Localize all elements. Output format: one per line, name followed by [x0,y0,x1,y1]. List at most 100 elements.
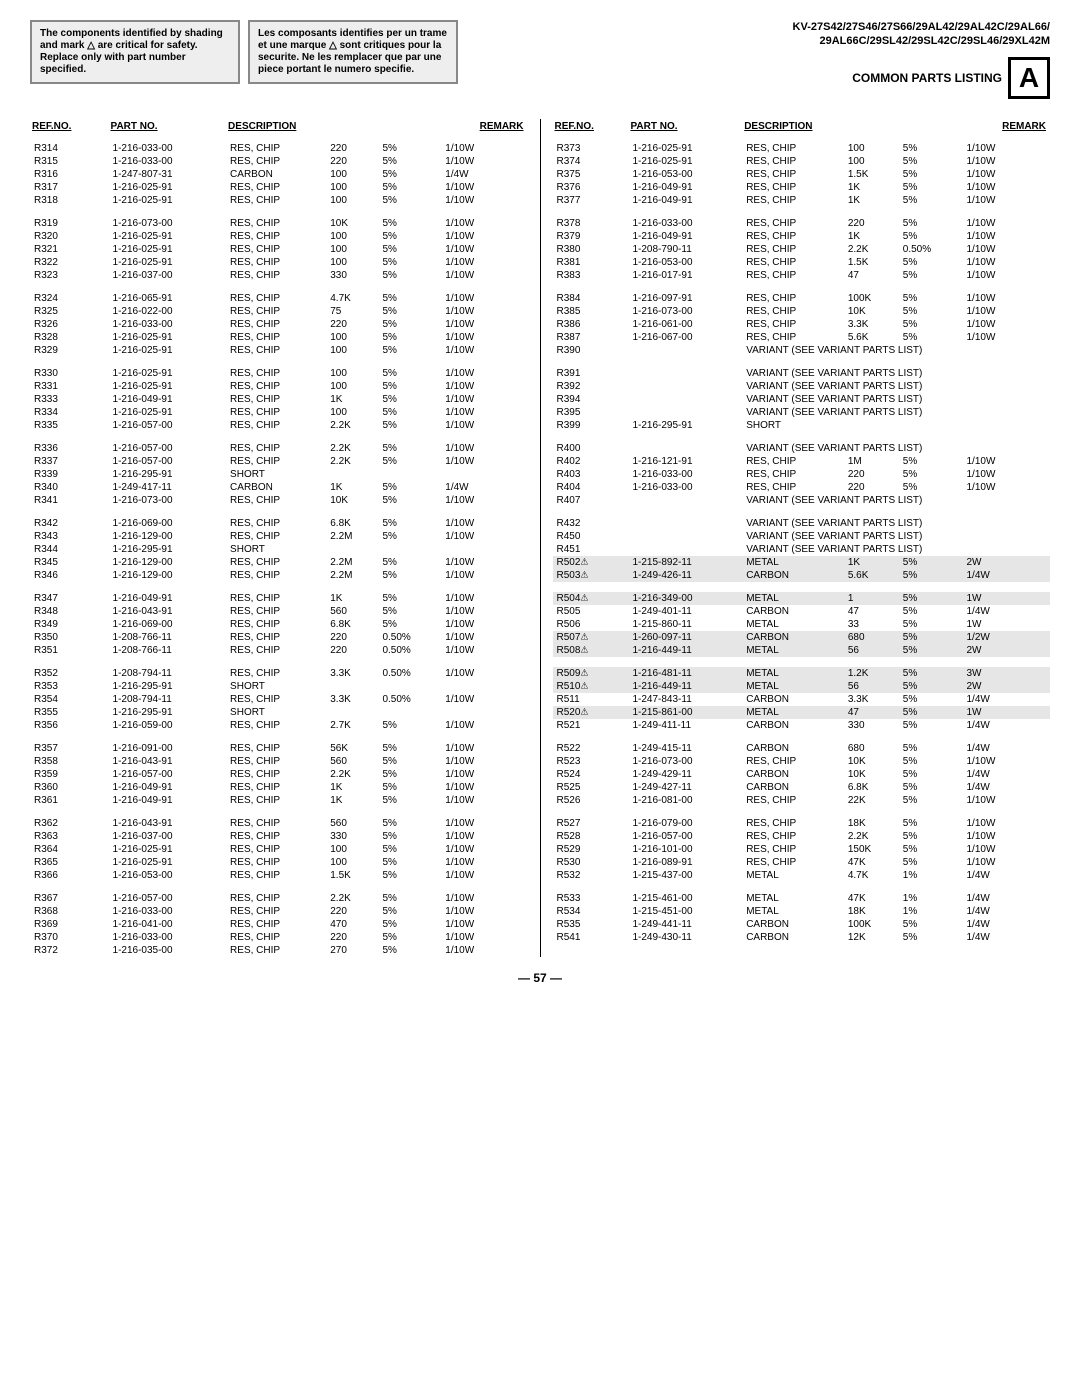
table-row: R3691-216-041-00RES, CHIP4705%1/10W [30,918,528,931]
cell-tol: 5% [899,168,963,181]
table-row [30,207,528,217]
table-row: R3541-208-794-11RES, CHIP3.3K0.50%1/10W [30,693,528,706]
cell-desc: RES, CHIP [226,693,326,706]
table-row: R395VARIANT (SEE VARIANT PARTS LIST) [553,406,1051,419]
table-row: R3361-216-057-00RES, CHIP2.2K5%1/10W [30,442,528,455]
table-row: R5111-247-843-11CARBON3.3K5%1/4W [553,693,1051,706]
th-remark: REMARK [441,119,527,142]
cell-watt: 1/10W [963,269,1051,282]
th-refno: REF.NO. [553,119,629,142]
table-row [30,657,528,667]
section-letter: A [1008,57,1050,99]
table-row: R3501-208-766-11RES, CHIP2200.50%1/10W [30,631,528,644]
cell-refno: R342 [30,517,109,530]
cell-watt: 1/10W [441,380,527,393]
cell-value: 4.7K [326,292,378,305]
cell-value: 47 [844,706,899,719]
table-row: R407VARIANT (SEE VARIANT PARTS LIST) [553,494,1051,507]
cell-desc: CARBON [226,481,326,494]
cell-refno: R381 [553,256,629,269]
cell-partno: 1-216-025-91 [109,256,227,269]
cell-partno: 1-216-089-91 [628,856,742,869]
cell-value: 680 [844,742,899,755]
cell-watt: 1/4W [963,569,1051,582]
cell-partno [628,442,742,455]
cell-tol: 5% [899,331,963,344]
cell-refno: R315 [30,155,109,168]
table-row: R3301-216-025-91RES, CHIP1005%1/10W [30,367,528,380]
table-row: R3761-216-049-91RES, CHIP1K5%1/10W [553,181,1051,194]
cell-partno: 1-216-295-91 [109,468,227,481]
cell-refno: R394 [553,393,629,406]
cell-value: 100 [326,856,378,869]
table-row: R3491-216-069-00RES, CHIP6.8K5%1/10W [30,618,528,631]
cell-tol: 5% [378,830,441,843]
cell-watt: 1/10W [441,667,527,680]
table-row: R3991-216-295-91SHORT [553,419,1051,432]
cell-value: 220 [326,931,378,944]
table-row: R394VARIANT (SEE VARIANT PARTS LIST) [553,393,1051,406]
cell-watt: 1/10W [441,569,527,582]
cell-partno: 1-216-349-00 [628,592,742,605]
table-row [30,357,528,367]
cell-desc: RES, CHIP [742,856,844,869]
th-partno: PART NO. [628,119,742,142]
cell-variant: VARIANT (SEE VARIANT PARTS LIST) [742,344,1050,357]
cell-watt: 1/10W [963,292,1051,305]
cell-refno: R357 [30,742,109,755]
table-row: R3681-216-033-00RES, CHIP2205%1/10W [30,905,528,918]
cell-watt: 1/10W [441,318,527,331]
cell-desc: RES, CHIP [226,618,326,631]
critical-mark-icon: ⚠ [580,569,588,579]
cell-watt: 1/10W [963,830,1051,843]
table-row: R508⚠1-216-449-11METAL565%2W [553,644,1051,657]
cell-refno: R522 [553,742,629,755]
cell-desc: RES, CHIP [226,419,326,432]
cell-value: 5.6K [844,331,899,344]
cell-desc: RES, CHIP [742,830,844,843]
cell-desc: RES, CHIP [226,843,326,856]
table-row: R392VARIANT (SEE VARIANT PARTS LIST) [553,380,1051,393]
cell-value: 100 [326,168,378,181]
cell-desc: RES, CHIP [226,569,326,582]
cell-desc: CARBON [742,631,844,644]
critical-mark-icon: ⚠ [580,680,588,690]
cell-partno: 1-247-807-31 [109,168,227,181]
cell-tol: 5% [378,719,441,732]
cell-refno: R451 [553,543,629,556]
cell-watt: 1/4W [441,481,527,494]
cell-partno: 1-216-059-00 [109,719,227,732]
cell-tol: 5% [378,530,441,543]
page-header: The components identified by shading and… [30,20,1050,99]
cell-watt: 1/10W [441,331,527,344]
table-row: R5341-215-451-00METAL18K1%1/4W [553,905,1051,918]
cell-watt: 3W [963,667,1051,680]
cell-watt: 1/10W [441,592,527,605]
cell-value: 4.7K [844,869,899,882]
table-row: R5061-215-860-11METAL335%1W [553,618,1051,631]
cell-value [326,543,378,556]
cell-watt: 2W [963,644,1051,657]
table-row [30,732,528,742]
cell-value: 100 [326,344,378,357]
cell-partno: 1-249-417-11 [109,481,227,494]
cell-watt: 1/10W [441,631,527,644]
page-number: — 57 — [30,971,1050,985]
cell-tol: 5% [899,217,963,230]
cell-value: 3.3K [844,318,899,331]
cell-tol: 5% [378,556,441,569]
cell-tol: 5% [899,742,963,755]
cell-value: 10K [326,494,378,507]
cell-value: 33 [844,618,899,631]
cell-value: 2.7K [326,719,378,732]
cell-tol: 5% [378,455,441,468]
cell-desc: CARBON [742,768,844,781]
table-row: R3281-216-025-91RES, CHIP1005%1/10W [30,331,528,344]
cell-tol: 5% [899,455,963,468]
cell-refno: R345 [30,556,109,569]
cell-refno: R367 [30,892,109,905]
cell-tol: 0.50% [378,631,441,644]
cell-partno: 1-216-129-00 [109,569,227,582]
cell-watt: 1/10W [963,843,1051,856]
cell-partno: 1-216-025-91 [109,230,227,243]
